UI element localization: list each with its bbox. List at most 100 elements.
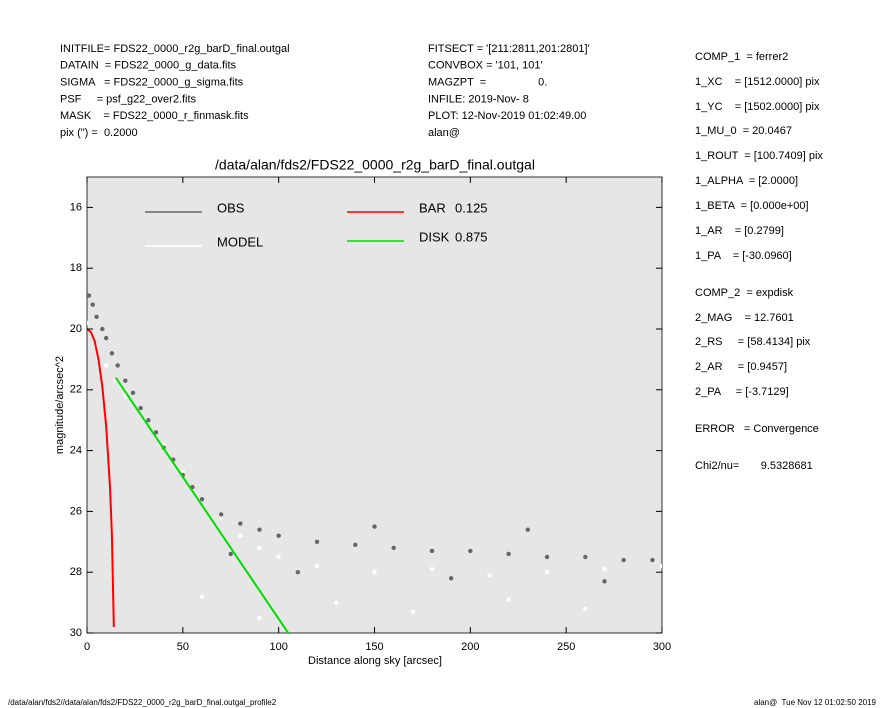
data-point	[103, 335, 109, 341]
data-point	[468, 548, 473, 554]
data-point	[621, 557, 626, 563]
header-middle-line: FITSECT = '[211:2811,201:2801]'	[428, 43, 590, 55]
parameter-line: 1_MU_0 = 20.0467	[695, 125, 792, 137]
data-point	[257, 615, 262, 620]
parameter-line: 1_ROUT = [100.7409] pix	[695, 150, 823, 162]
x-tick-label: 50	[177, 641, 189, 653]
data-point	[429, 548, 435, 554]
data-point	[276, 554, 281, 560]
data-point	[199, 594, 205, 599]
footer-right: alan@ Tue Nov 12 01:02:50 2019	[754, 698, 877, 707]
legend-label: MODEL	[217, 234, 263, 249]
data-point	[506, 597, 511, 602]
data-point	[218, 515, 224, 520]
header-left-line: pix (") = 0.2000	[60, 127, 138, 139]
data-point	[103, 363, 109, 368]
data-point	[353, 542, 358, 548]
data-point	[314, 539, 320, 544]
data-point	[333, 600, 339, 605]
data-point	[146, 418, 151, 423]
data-point	[544, 570, 550, 575]
data-point	[94, 314, 99, 320]
header-left-line: SIGMA = FDS22_0000_g_sigma.fits	[60, 77, 244, 89]
x-tick-label: 200	[461, 641, 479, 653]
data-point	[123, 378, 128, 383]
y-axis-label: magnitude/arcsec^2	[54, 356, 66, 454]
data-point	[372, 570, 377, 575]
data-point	[448, 576, 454, 581]
x-tick-label: 0	[84, 641, 90, 653]
series-line	[87, 328, 115, 627]
data-point	[180, 469, 186, 475]
data-point	[487, 573, 492, 578]
data-point	[238, 521, 243, 526]
plot-area	[86, 176, 663, 634]
header-left-line: INITFILE= FDS22_0000_r2g_barD_final.outg…	[60, 43, 290, 55]
series-line	[114, 377, 290, 633]
y-tick-label: 22	[70, 384, 82, 396]
data-point	[650, 557, 655, 563]
header-middle-line: INFILE: 2019-Nov- 8	[428, 93, 529, 105]
data-point	[153, 430, 159, 435]
data-point	[602, 579, 607, 584]
x-tick-label: 300	[653, 641, 671, 653]
parameter-line: 2_MAG = 12.7601	[695, 312, 794, 324]
data-point	[372, 524, 377, 529]
legend-label: BAR	[419, 200, 446, 215]
parameter-line: 1_PA = [-30.0960]	[695, 250, 792, 262]
header-middle-line: PLOT: 12-Nov-2019 01:02:49.00	[428, 110, 586, 122]
data-point	[257, 527, 262, 532]
data-point	[583, 554, 588, 560]
data-point	[659, 563, 662, 569]
data-point	[87, 293, 92, 298]
data-point	[238, 533, 243, 538]
data-point	[228, 551, 233, 557]
legend-label: DISK	[419, 229, 450, 244]
header-middle-line: alan@	[428, 127, 460, 139]
data-point	[544, 554, 550, 560]
data-point	[295, 570, 301, 575]
header-left-line: DATAIN = FDS22_0000_g_data.fits	[60, 60, 236, 72]
x-tick-label: 250	[557, 641, 575, 653]
parameter-line: 2_AR = [0.9457]	[695, 361, 787, 373]
data-point	[115, 363, 120, 368]
x-tick-label: 100	[269, 641, 287, 653]
parameter-line: 2_RS = [58.4134] pix	[695, 336, 811, 348]
parameter-line: Chi2/nu= 9.5328681	[695, 460, 813, 472]
legend-fraction: 0.875	[455, 229, 488, 244]
x-axis-label: Distance along sky [arcsec]	[308, 655, 442, 667]
header-left-line: PSF = psf_g22_over2.fits	[60, 93, 197, 105]
header-left-line: MASK = FDS22_0000_r_finmask.fits	[60, 110, 249, 122]
data-point	[525, 527, 531, 532]
data-point	[90, 302, 95, 307]
y-tick-label: 24	[70, 445, 82, 457]
y-tick-label: 16	[70, 201, 82, 213]
data-point	[602, 566, 607, 572]
y-tick-label: 26	[70, 505, 82, 517]
data-point	[130, 390, 136, 396]
data-point	[138, 405, 143, 411]
parameter-line: 1_AR = [0.2799]	[695, 225, 784, 237]
data-point	[410, 609, 416, 614]
data-point	[257, 545, 262, 551]
chart-title: /data/alan/fds2/FDS22_0000_r2g_barD_fina…	[215, 157, 535, 173]
parameter-line: 1_BETA = [0.000e+00]	[695, 200, 809, 212]
footer-left: /data/alan/fds2//data/alan/fds2/FDS22_00…	[8, 698, 277, 707]
y-tick-label: 18	[70, 262, 82, 274]
y-tick-label: 20	[70, 323, 82, 335]
legend-fraction: 0.125	[455, 200, 488, 215]
data-point	[506, 551, 511, 557]
parameter-line: 1_YC = [1502.0000] pix	[695, 101, 820, 113]
data-point	[429, 566, 435, 572]
data-point	[100, 326, 105, 332]
header-middle-line: CONVBOX = '101, 101'	[428, 60, 543, 72]
parameter-line: ERROR = Convergence	[695, 423, 819, 435]
data-point	[276, 533, 281, 538]
y-tick-label: 28	[70, 566, 82, 578]
parameter-line: COMP_1 = ferrer2	[695, 51, 788, 63]
data-layer	[87, 293, 662, 633]
legend-label: OBS	[217, 200, 245, 215]
parameter-line: 1_ALPHA = [2.0000]	[695, 175, 798, 187]
y-tick-label: 30	[70, 627, 82, 639]
